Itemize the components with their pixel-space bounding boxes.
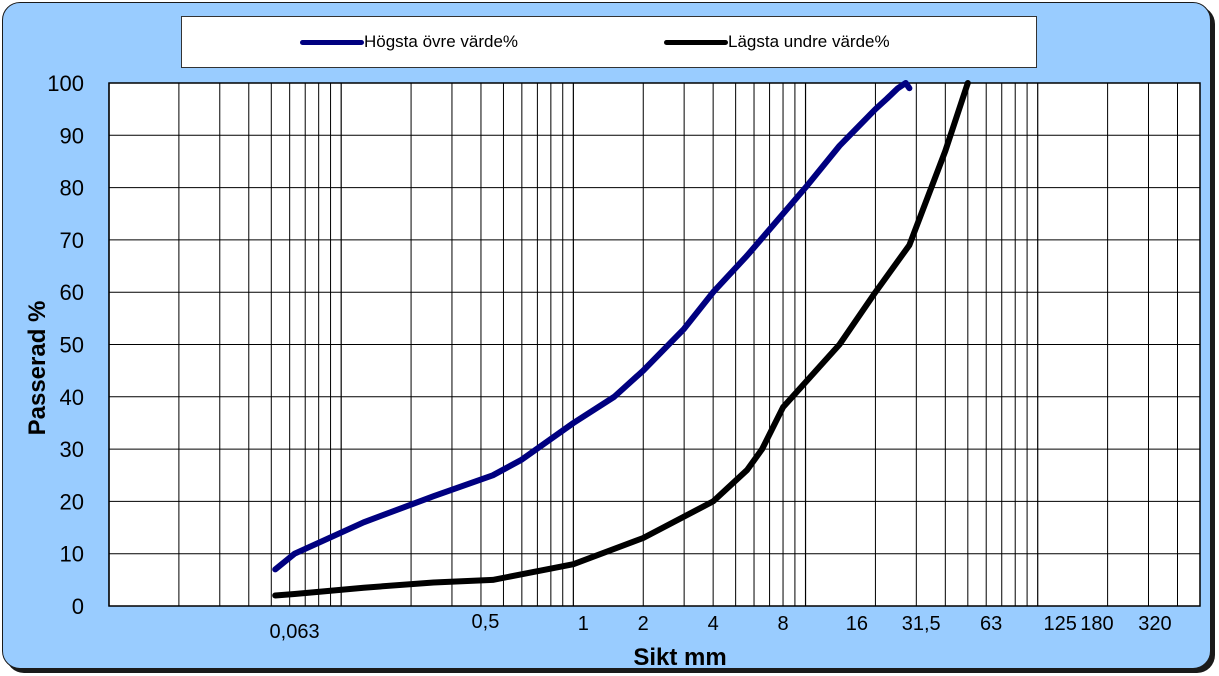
- x-tick-label: 125: [1044, 613, 1077, 635]
- legend-label-lower: Lägsta undre värde%: [728, 32, 890, 51]
- x-tick-label: 4: [708, 613, 719, 635]
- x-tick-label: 0,5: [472, 611, 500, 633]
- series-layer: [272, 80, 971, 599]
- y-tick-label: 100: [47, 71, 84, 96]
- plot-border: [108, 82, 1201, 607]
- series-line-lower: [272, 80, 971, 599]
- y-ticks: 0 10 20 30 40 50 60 70 80 90 100: [47, 71, 84, 619]
- y-tick-label: 30: [60, 437, 84, 462]
- y-tick-label: 20: [60, 489, 84, 514]
- legend-item-lower: Lägsta undre värde%: [664, 17, 890, 67]
- legend-swatch-lower: [664, 39, 728, 45]
- y-tick-label: 70: [60, 228, 84, 253]
- legend: Högsta övre värde% Lägsta undre värde%: [181, 16, 1037, 68]
- legend-label-upper: Högsta övre värde%: [364, 32, 519, 51]
- x-tick-label: 8: [777, 613, 788, 635]
- x-axis-title: Sikt mm: [633, 644, 726, 671]
- y-tick-label: 0: [72, 594, 84, 619]
- x-ticks: 0,063 0,5 1 2 4 8 16 31,5 63 125 180 320: [270, 611, 1172, 643]
- y-tick-label: 60: [60, 280, 84, 305]
- series-line-upper: [272, 80, 913, 573]
- y-tick-label: 10: [60, 542, 84, 567]
- x-tick-label: 0,063: [270, 621, 320, 643]
- legend-swatch-upper: [300, 39, 364, 45]
- x-tick-label: 180: [1080, 613, 1113, 635]
- x-tick-label: 2: [638, 613, 649, 635]
- x-tick-label: 16: [846, 613, 868, 635]
- x-tick-label: 31,5: [902, 613, 941, 635]
- y-tick-label: 50: [60, 333, 84, 358]
- y-tick-label: 90: [60, 123, 84, 148]
- y-axis-title: Passerad %: [24, 301, 51, 436]
- y-tick-label: 80: [60, 176, 84, 201]
- legend-item-upper: Högsta övre värde%: [300, 17, 518, 67]
- x-tick-label: 1: [578, 613, 589, 635]
- grid: [108, 82, 1201, 607]
- x-tick-label: 63: [980, 613, 1002, 635]
- y-tick-label: 40: [60, 385, 84, 410]
- x-tick-label: 320: [1138, 613, 1171, 635]
